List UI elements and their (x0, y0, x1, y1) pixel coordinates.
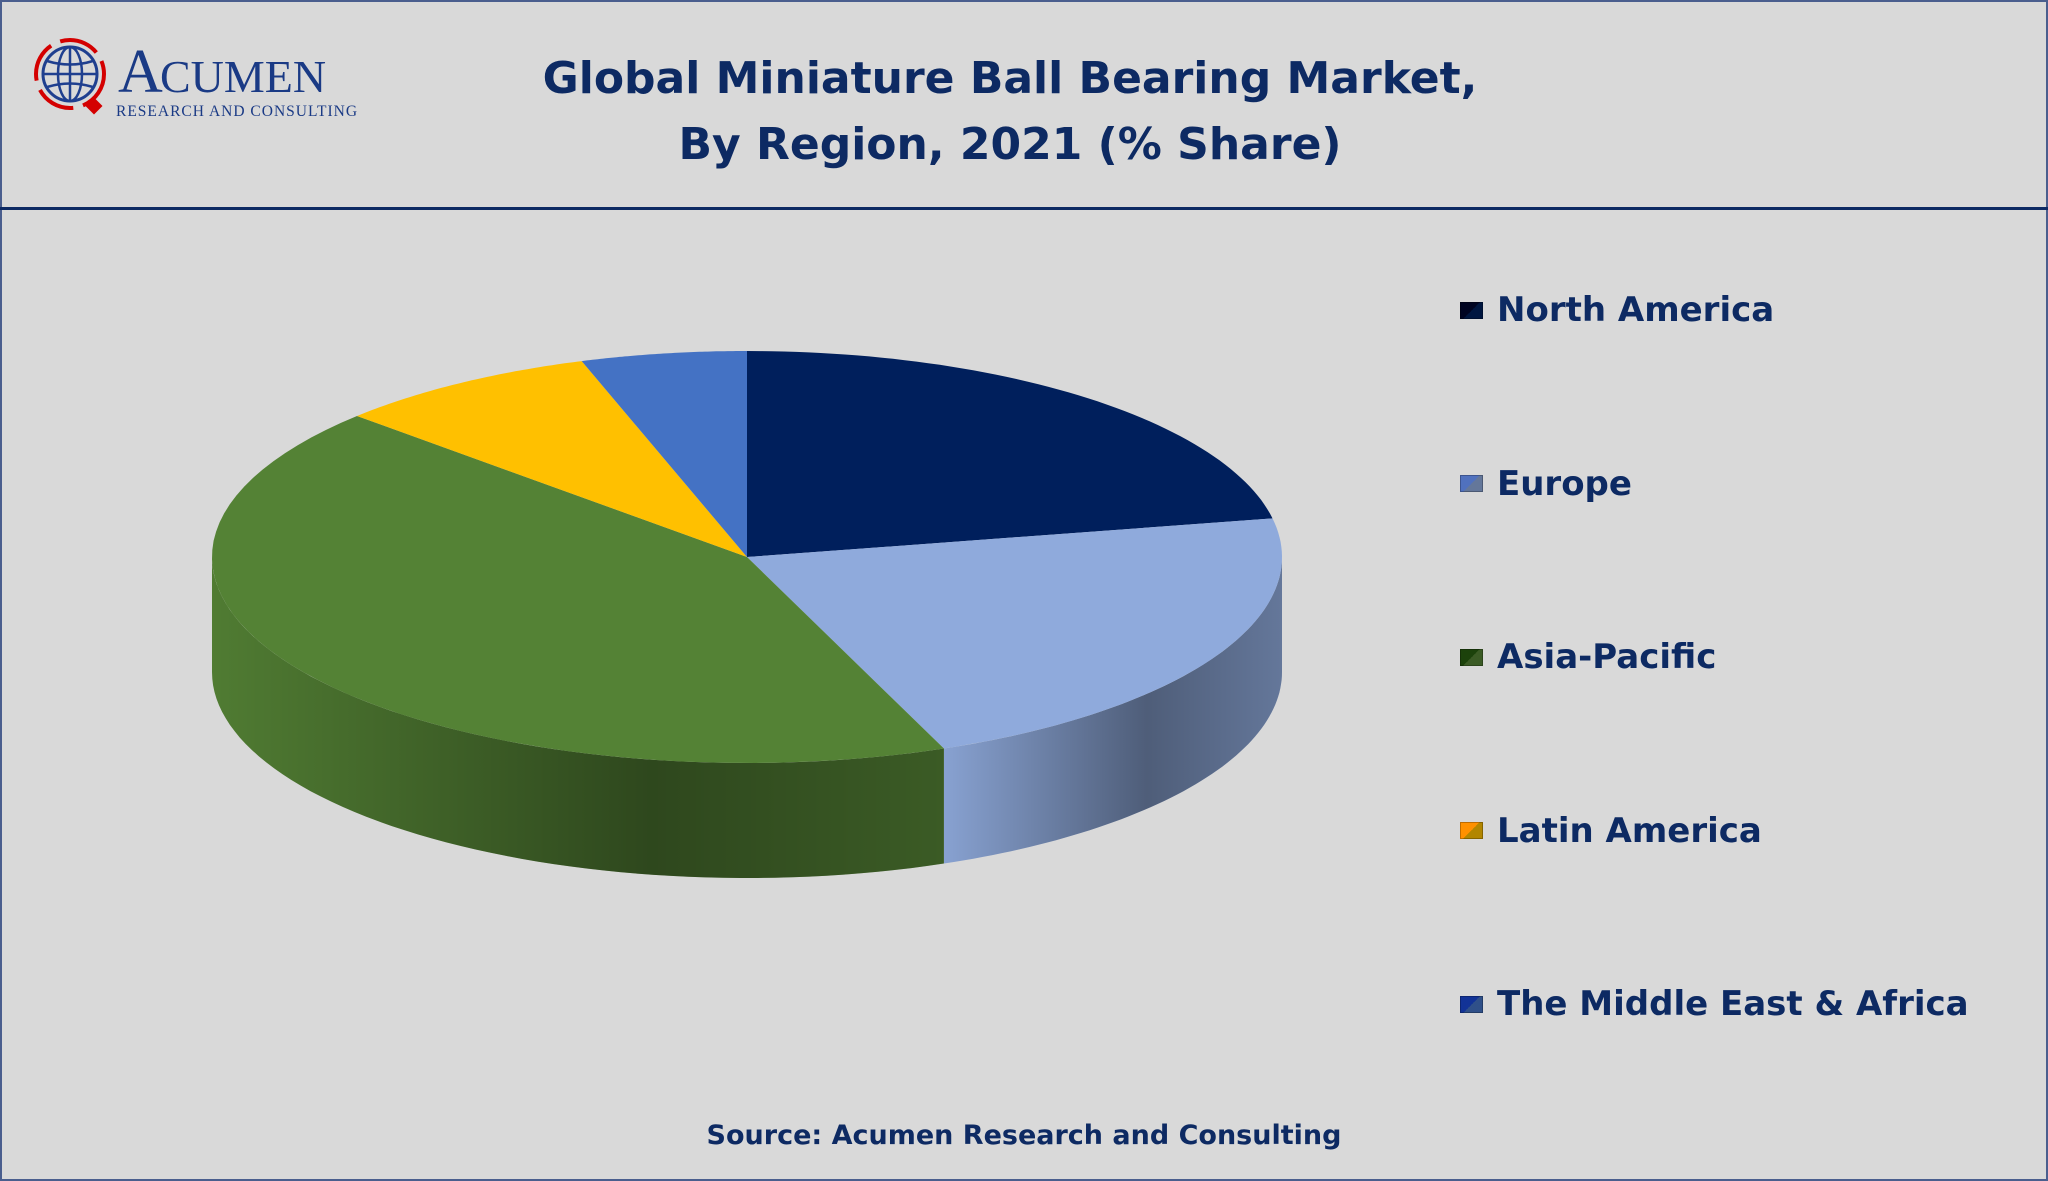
chart-title-line-2: By Region, 2021 (% Share) (678, 119, 1342, 170)
chart-title-line-1: Global Miniature Ball Bearing Market, (542, 53, 1478, 104)
pie-slice-asia-pacific[interactable] (212, 416, 944, 763)
pie-slice-latin-america[interactable] (357, 361, 747, 557)
legend: North America Europe Asia-Pacific Latin … (1460, 290, 1969, 1158)
legend-swatch (1460, 648, 1483, 666)
acumen-logo: A CUMEN RESEARCH AND CONSULTING (34, 38, 358, 120)
pie-slice-north-america[interactable] (747, 351, 1273, 557)
legend-label: Asia-Pacific (1497, 637, 1717, 677)
legend-label: Latin America (1497, 810, 1762, 851)
source-note: Source: Acumen Research and Consulting (706, 1120, 1342, 1151)
pie-slice-the-middle-east-africa[interactable] (581, 351, 747, 557)
legend-label: The Middle East & Africa (1497, 984, 1969, 1024)
pie-side-shade-2 (212, 557, 944, 878)
header-divider (0, 207, 2048, 210)
legend-item-middle-east-africa[interactable]: The Middle East & Africa (1460, 984, 1969, 1024)
legend-item-asia-pacific[interactable]: Asia-Pacific (1460, 637, 1969, 677)
legend-swatch (1460, 822, 1483, 839)
pie-slice-europe[interactable] (747, 518, 1282, 749)
legend-swatch (1460, 301, 1483, 319)
chart-title: Global Miniature Ball Bearing Market, By… (440, 46, 1580, 178)
legend-item-europe[interactable]: Europe (1460, 464, 1969, 504)
legend-label: Europe (1497, 463, 1632, 504)
legend-swatch (1460, 995, 1483, 1013)
legend-item-latin-america[interactable]: Latin America (1460, 811, 1969, 851)
svg-text:A: A (118, 38, 163, 106)
legend-label: North America (1497, 290, 1775, 330)
legend-item-north-america[interactable]: North America (1460, 290, 1969, 330)
globe-icon (34, 38, 106, 115)
logo-tagline: RESEARCH AND CONSULTING (116, 103, 358, 120)
legend-swatch (1460, 475, 1483, 492)
logo-name: CUMEN (160, 51, 326, 102)
pie-side-shade-1 (943, 557, 1282, 864)
